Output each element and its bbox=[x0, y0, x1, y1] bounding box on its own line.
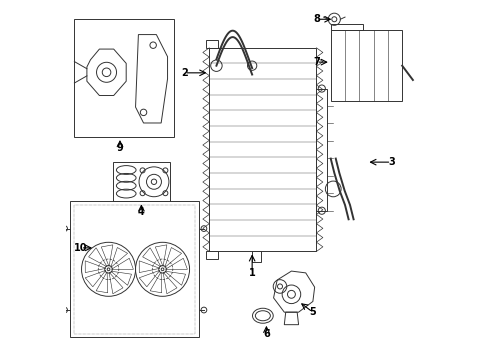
Text: 3: 3 bbox=[388, 157, 395, 167]
Text: 5: 5 bbox=[310, 307, 316, 317]
Bar bbox=[74, 19, 173, 137]
Text: 10: 10 bbox=[74, 243, 87, 253]
Text: 1: 1 bbox=[249, 268, 255, 278]
Text: 7: 7 bbox=[313, 57, 320, 67]
Circle shape bbox=[211, 60, 222, 71]
Bar bbox=[206, 40, 218, 48]
Text: 4: 4 bbox=[138, 207, 145, 217]
Bar bbox=[331, 30, 402, 102]
Bar bbox=[206, 251, 218, 259]
Circle shape bbox=[247, 61, 257, 70]
Bar bbox=[74, 205, 195, 334]
Text: 6: 6 bbox=[263, 329, 270, 339]
Bar bbox=[317, 89, 327, 211]
Bar bbox=[113, 162, 170, 202]
Bar bbox=[252, 251, 261, 262]
Bar bbox=[331, 23, 363, 30]
Text: 8: 8 bbox=[313, 14, 320, 24]
Text: 9: 9 bbox=[117, 143, 123, 153]
Text: 2: 2 bbox=[181, 68, 188, 78]
Bar bbox=[209, 48, 317, 251]
Bar bbox=[70, 202, 198, 337]
